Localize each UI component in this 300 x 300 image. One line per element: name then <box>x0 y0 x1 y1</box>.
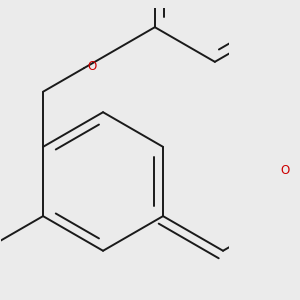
Text: O: O <box>281 164 290 177</box>
Text: O: O <box>87 60 96 73</box>
